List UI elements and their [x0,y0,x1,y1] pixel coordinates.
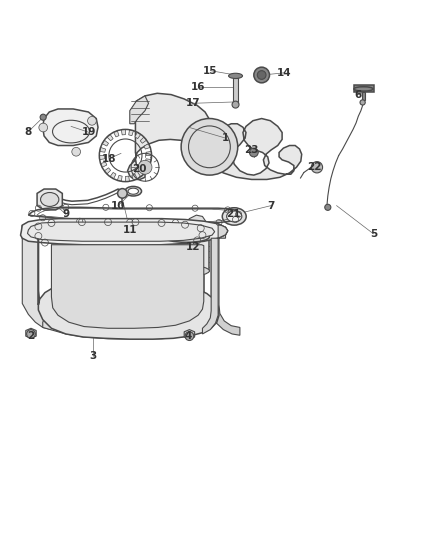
Text: 19: 19 [82,127,96,138]
Polygon shape [184,329,194,339]
Polygon shape [211,224,240,335]
Polygon shape [140,137,147,143]
Polygon shape [144,144,150,149]
Circle shape [88,117,96,125]
Polygon shape [102,140,109,146]
Polygon shape [51,245,204,328]
Text: 11: 11 [123,224,137,235]
Polygon shape [202,224,228,334]
Text: 2: 2 [27,331,35,341]
Polygon shape [121,130,125,135]
Ellipse shape [41,192,59,206]
Circle shape [181,118,238,175]
Text: 5: 5 [370,229,377,239]
Polygon shape [21,219,228,245]
Ellipse shape [222,208,246,225]
Polygon shape [104,168,111,174]
Polygon shape [132,174,137,180]
Circle shape [72,148,81,156]
Polygon shape [354,85,374,92]
Polygon shape [146,151,152,156]
Circle shape [311,161,322,173]
Text: 21: 21 [226,209,241,219]
Polygon shape [37,189,62,210]
Text: 6: 6 [355,90,362,100]
Polygon shape [129,130,134,136]
Circle shape [27,329,35,338]
Ellipse shape [354,87,373,91]
Circle shape [232,101,239,108]
Polygon shape [99,156,105,159]
Polygon shape [184,215,207,237]
Polygon shape [138,170,144,176]
Polygon shape [117,175,122,181]
Text: 1: 1 [222,133,229,143]
Circle shape [138,160,152,174]
Ellipse shape [226,211,242,222]
Polygon shape [362,92,365,100]
Ellipse shape [117,189,127,198]
Text: 15: 15 [203,66,218,76]
Circle shape [360,100,365,105]
Circle shape [254,67,269,83]
Circle shape [39,123,48,132]
Polygon shape [99,148,106,152]
Polygon shape [107,134,113,141]
Text: 17: 17 [186,98,200,108]
Text: 18: 18 [102,154,117,164]
Polygon shape [127,93,302,180]
Text: 23: 23 [244,145,259,155]
Polygon shape [43,109,98,146]
Circle shape [257,71,266,79]
Text: 9: 9 [62,209,69,219]
Ellipse shape [229,73,243,78]
Polygon shape [28,222,215,241]
Polygon shape [43,315,215,339]
Text: 20: 20 [133,164,147,174]
Text: 8: 8 [25,126,32,136]
Polygon shape [110,172,116,179]
Text: 3: 3 [89,351,96,361]
Circle shape [185,332,194,341]
Ellipse shape [163,265,209,276]
Polygon shape [145,159,151,164]
Text: 10: 10 [111,200,125,211]
Ellipse shape [163,231,209,243]
Text: 12: 12 [186,242,200,252]
Polygon shape [26,328,36,338]
Polygon shape [125,176,130,182]
Polygon shape [39,238,219,339]
Text: 22: 22 [307,162,322,172]
Polygon shape [101,162,107,167]
Ellipse shape [128,188,138,194]
Text: 4: 4 [185,331,192,341]
Polygon shape [130,96,148,124]
Circle shape [250,148,258,157]
Polygon shape [22,225,53,329]
Text: 14: 14 [277,68,292,78]
Polygon shape [135,132,141,139]
Circle shape [40,114,46,120]
Circle shape [325,204,331,211]
Polygon shape [163,237,209,271]
Polygon shape [142,165,148,171]
Ellipse shape [125,187,141,196]
Text: 16: 16 [191,82,205,92]
Polygon shape [233,78,238,103]
Polygon shape [113,131,119,137]
Text: 7: 7 [268,200,275,211]
